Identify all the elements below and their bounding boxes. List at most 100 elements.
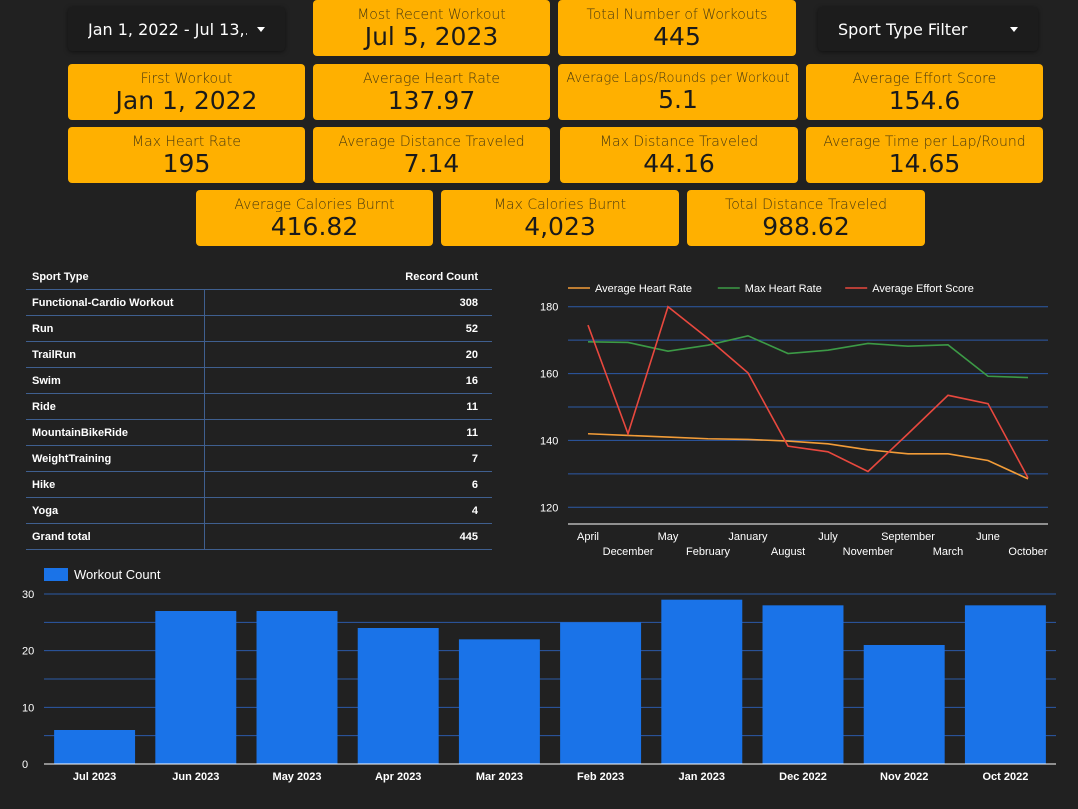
x-tick-label: January [728, 531, 768, 543]
bar [155, 611, 237, 764]
x-tick-label: June [976, 531, 1000, 543]
record-count-cell: 20 [465, 348, 478, 361]
average-time-per-lap-card: Average Time per Lap/Round 14.65 [806, 127, 1043, 183]
bar [863, 645, 945, 764]
sport-type-cell: Hike [26, 472, 205, 497]
card-value: Jan 1, 2022 [115, 86, 258, 115]
y-tick-label: 20 [22, 646, 34, 658]
x-tick-label: April [577, 531, 599, 543]
table-row: Run 52 [26, 316, 492, 342]
sport-type-cell: Functional-Cardio Workout [26, 290, 205, 315]
total-workouts-card: Total Number of Workouts 445 [558, 0, 796, 56]
date-range-dropdown[interactable]: Jan 1, 2022 - Jul 13,... [68, 7, 285, 51]
table-row: Ride 11 [26, 394, 492, 420]
chevron-down-icon [1010, 26, 1018, 32]
card-title: First Workout [140, 71, 233, 87]
sport-type-cell: Ride [26, 394, 205, 419]
y-tick-label: 160 [540, 369, 558, 381]
card-title: Average Laps/Rounds per Workout [566, 71, 790, 86]
sport-type-cell: Swim [26, 368, 205, 393]
x-tick-label: Jun 2023 [172, 771, 219, 783]
series-line [587, 432, 1029, 480]
table-row: Functional-Cardio Workout 308 [26, 290, 492, 316]
bar [256, 611, 338, 764]
max-distance-card: Max Distance Traveled 44.16 [560, 127, 798, 183]
first-workout-card: First Workout Jan 1, 2022 [68, 64, 305, 120]
chevron-down-icon [257, 26, 265, 32]
x-tick-label: March [933, 546, 964, 558]
x-tick-label: August [771, 546, 805, 558]
card-value: 154.6 [888, 86, 961, 115]
average-heart-rate-card: Average Heart Rate 137.97 [313, 64, 550, 120]
date-range-label: Jan 1, 2022 - Jul 13,... [88, 19, 247, 39]
sport-type-filter-dropdown[interactable]: Sport Type Filter [818, 7, 1038, 51]
column-header-record-count[interactable]: Record Count [405, 270, 478, 283]
table-header-row: Sport Type Record Count [26, 264, 492, 290]
legend-label: Workout Count [74, 567, 161, 582]
card-title: Max Distance Traveled [599, 134, 759, 150]
card-title: Average Heart Rate [363, 71, 500, 87]
sport-type-table: Sport Type Record Count Functional-Cardi… [26, 264, 492, 550]
card-title: Total Distance Traveled [725, 197, 887, 213]
x-tick-label: October [1008, 546, 1047, 558]
average-effort-score-card: Average Effort Score 154.6 [806, 64, 1043, 120]
x-tick-label: Dec 2022 [779, 771, 827, 783]
bar [661, 599, 743, 764]
x-tick-label: November [843, 546, 894, 558]
y-tick-label: 30 [22, 589, 34, 601]
x-tick-label: February [686, 546, 731, 558]
record-count-cell: 16 [465, 374, 478, 387]
sport-type-filter-label: Sport Type Filter [838, 19, 968, 39]
column-header-sport-type[interactable]: Sport Type [32, 270, 89, 283]
grand-total-label: Grand total [26, 524, 205, 549]
grand-total-row: Grand total 445 [26, 524, 492, 550]
x-tick-label: September [881, 531, 935, 543]
card-value: 5.1 [658, 85, 698, 114]
sport-type-cell: MountainBikeRide [26, 420, 205, 445]
card-value: 445 [653, 22, 701, 51]
average-laps-card: Average Laps/Rounds per Workout 5.1 [558, 64, 798, 120]
legend-label: Average Heart Rate [595, 283, 692, 295]
y-tick-label: 120 [540, 502, 558, 514]
card-value: 416.82 [270, 212, 359, 241]
y-tick-label: 180 [540, 302, 558, 314]
sport-type-cell: TrailRun [26, 342, 205, 367]
card-value: 7.14 [403, 149, 460, 178]
card-title: Average Calories Burnt [234, 197, 395, 213]
card-title: Average Effort Score [852, 71, 997, 87]
x-tick-label: Mar 2023 [476, 771, 523, 783]
x-tick-label: May [658, 531, 679, 543]
x-tick-label: Apr 2023 [375, 771, 421, 783]
most-recent-workout-card: Most Recent Workout Jul 5, 2023 [313, 0, 550, 56]
x-tick-label: Nov 2022 [880, 771, 928, 783]
legend-label: Max Heart Rate [745, 283, 822, 295]
average-calories-card: Average Calories Burnt 416.82 [196, 190, 433, 246]
y-tick-label: 10 [22, 702, 34, 714]
x-tick-label: Oct 2022 [982, 771, 1028, 783]
bar [357, 628, 439, 764]
record-count-cell: 52 [465, 322, 478, 335]
sport-type-cell: WeightTraining [26, 446, 205, 471]
card-title: Total Number of Workouts [586, 7, 768, 23]
card-title: Max Heart Rate [132, 134, 241, 150]
bar [458, 639, 540, 764]
workout-count-bar-chart: Workout Count 0 10 20 30 Jul 2023 Jun 2023 May … [22, 567, 1056, 783]
x-tick-label: May 2023 [273, 771, 322, 783]
card-title: Average Distance Traveled [338, 134, 525, 150]
card-value: 14.65 [888, 149, 961, 178]
max-heart-rate-card: Max Heart Rate 195 [68, 127, 305, 183]
x-tick-label: Feb 2023 [577, 771, 624, 783]
record-count-cell: 6 [471, 478, 478, 491]
table-row: WeightTraining 7 [26, 446, 492, 472]
series-line [587, 334, 1029, 379]
legend-swatch [44, 568, 68, 581]
series-line [587, 305, 1029, 479]
table-row: Swim 16 [26, 368, 492, 394]
card-value: 137.97 [387, 86, 476, 115]
record-count-cell: 11 [466, 426, 478, 439]
bar [560, 622, 642, 764]
card-value: 195 [162, 149, 211, 178]
max-calories-card: Max Calories Burnt 4,023 [441, 190, 679, 246]
card-value: 988.62 [762, 212, 850, 241]
sport-type-cell: Yoga [26, 498, 205, 523]
